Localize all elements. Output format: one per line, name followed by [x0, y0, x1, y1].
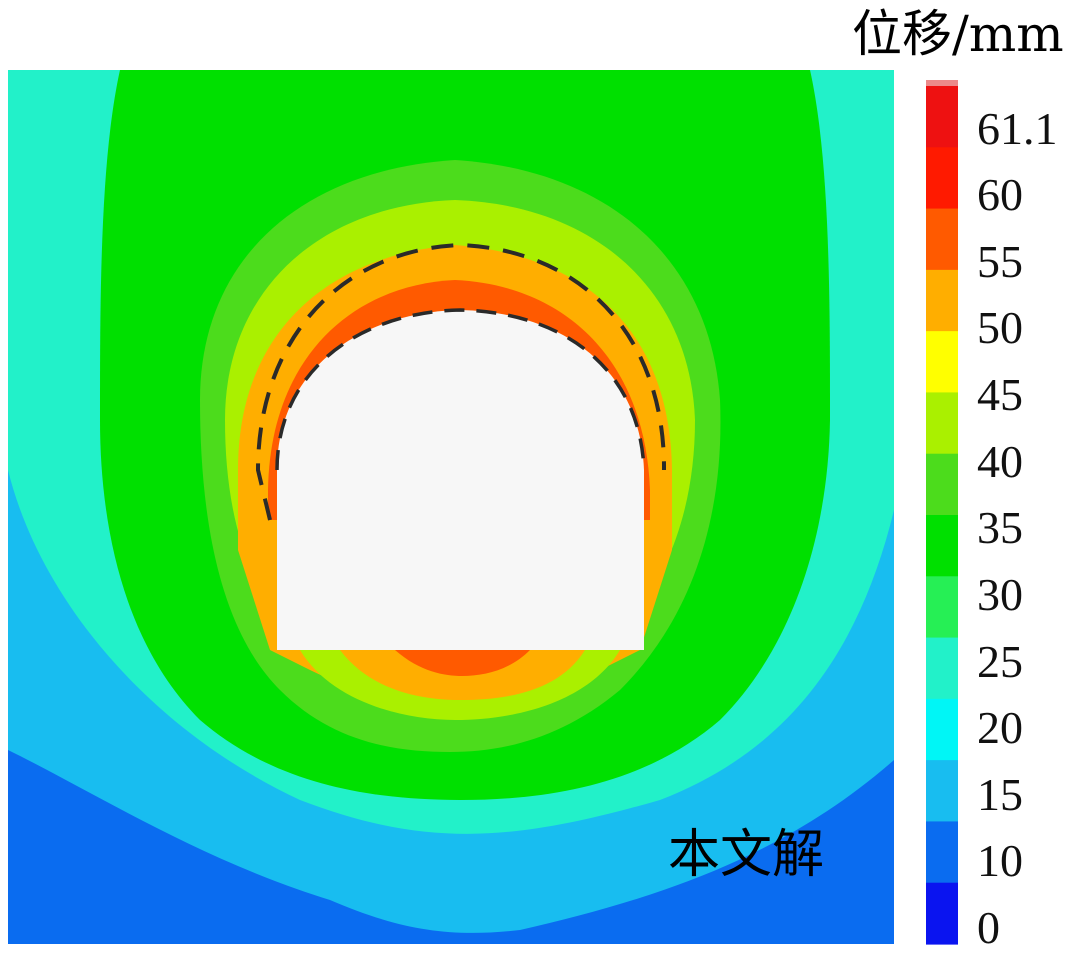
colorbar-swatch	[926, 147, 958, 210]
colorbar-swatch	[926, 821, 958, 884]
colorbar-swatch	[926, 882, 958, 945]
colorbar	[926, 80, 958, 945]
band-below-60	[395, 650, 530, 676]
colorbar-tick-label: 0	[977, 902, 1000, 953]
colorbar-tick-label: 10	[977, 835, 1023, 886]
colorbar-tick-label: 30	[977, 569, 1023, 620]
colorbar-tick-label: 61.1	[977, 103, 1058, 154]
solution-label: 本文解	[668, 825, 825, 885]
colorbar-tick-label: 40	[977, 436, 1023, 487]
colorbar-swatch	[926, 331, 958, 394]
colorbar-swatch	[926, 208, 958, 271]
colorbar-tick-label: 35	[977, 502, 1023, 553]
inner-dashed-boundary	[275, 308, 646, 471]
colorbar-tick-label: 50	[977, 302, 1023, 353]
outer-dashed-boundary	[255, 242, 667, 521]
colorbar-tick-label: 15	[977, 769, 1023, 820]
colorbar-cap	[926, 80, 958, 86]
tunnel-opening	[277, 310, 644, 650]
colorbar-tick-label: 45	[977, 369, 1023, 420]
colorbar-tick-label: 55	[977, 236, 1023, 287]
colorbar-swatch	[926, 392, 958, 455]
contour-field	[8, 70, 894, 944]
colorbar-tick-label: 20	[977, 702, 1023, 753]
colorbar-swatch	[926, 515, 958, 577]
colorbar-swatch	[926, 576, 958, 639]
colorbar-swatch	[926, 760, 958, 823]
colorbar-swatch	[926, 269, 958, 332]
band-15-20	[8, 470, 894, 944]
colorbar-title: 位移/mm	[852, 5, 1064, 63]
colorbar-swatch	[926, 698, 958, 761]
colorbar-swatch	[926, 86, 958, 148]
colorbar-tick-label: 60	[977, 169, 1023, 220]
colorbar-tick-label: 25	[977, 636, 1023, 687]
colorbar-swatch	[926, 637, 958, 700]
colorbar-swatch	[926, 453, 958, 516]
band-10-15	[8, 750, 894, 944]
